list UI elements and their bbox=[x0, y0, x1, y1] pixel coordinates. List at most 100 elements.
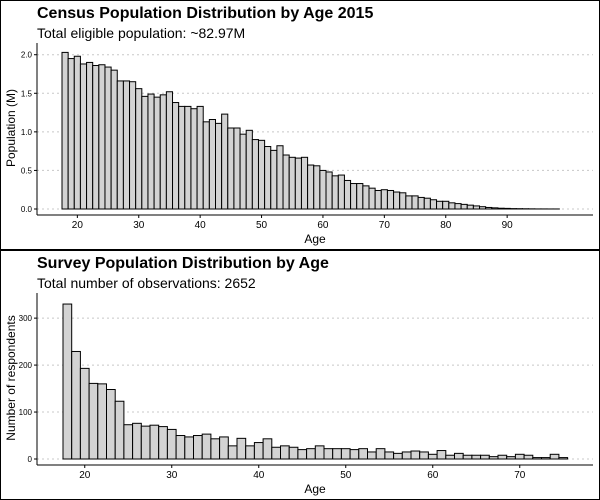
bar bbox=[149, 424, 160, 460]
x-tick-label: 20 bbox=[72, 220, 84, 231]
bar bbox=[491, 207, 499, 210]
bar bbox=[462, 454, 473, 460]
bar bbox=[184, 436, 195, 460]
bar bbox=[362, 185, 370, 210]
bar bbox=[190, 108, 198, 210]
bar bbox=[319, 169, 327, 210]
bar bbox=[506, 456, 516, 460]
x-tick-label: 70 bbox=[379, 220, 391, 231]
bar bbox=[132, 422, 142, 460]
bar bbox=[159, 94, 167, 210]
bar bbox=[73, 55, 81, 210]
bar bbox=[332, 448, 342, 460]
x-tick-label: 60 bbox=[317, 220, 329, 231]
bar bbox=[202, 121, 210, 210]
bar bbox=[282, 154, 290, 210]
bar bbox=[479, 206, 487, 210]
bar bbox=[86, 61, 94, 210]
bar bbox=[184, 105, 192, 210]
bar bbox=[488, 456, 499, 460]
bar bbox=[497, 207, 505, 210]
bar bbox=[401, 451, 412, 460]
bar bbox=[262, 438, 273, 460]
bar bbox=[71, 350, 81, 460]
bar bbox=[88, 382, 99, 460]
x-tick-label: 30 bbox=[166, 470, 178, 481]
x-tick-label: 20 bbox=[79, 470, 91, 481]
bar bbox=[399, 192, 407, 210]
bar bbox=[454, 452, 464, 460]
bar bbox=[436, 200, 444, 210]
y-tick-label: 0 bbox=[28, 455, 33, 464]
bar bbox=[116, 80, 124, 210]
bar bbox=[288, 156, 296, 210]
bar bbox=[313, 165, 321, 210]
bar bbox=[215, 122, 223, 210]
survey-bar-chart: 0 100 200 300 20 30 40 50 60 70 Age Number of respo… bbox=[4, 293, 593, 496]
bar bbox=[349, 449, 360, 460]
bar bbox=[166, 428, 177, 460]
bar bbox=[436, 450, 447, 460]
x-tick-label: 60 bbox=[427, 470, 439, 481]
y-tick-label: 0.0 bbox=[21, 205, 33, 214]
bar bbox=[460, 203, 468, 210]
bar bbox=[97, 383, 108, 460]
bar bbox=[61, 51, 69, 210]
bar bbox=[208, 119, 217, 210]
bar bbox=[257, 139, 266, 210]
bar bbox=[429, 199, 438, 210]
bar bbox=[466, 204, 474, 210]
y-tick-label: 100 bbox=[19, 408, 33, 417]
bar bbox=[251, 139, 259, 210]
y-tick-label: 1.0 bbox=[21, 128, 33, 137]
bar bbox=[236, 437, 247, 460]
x-axis-title: Age bbox=[304, 232, 326, 246]
bar bbox=[106, 389, 116, 460]
bar bbox=[410, 450, 421, 460]
bar bbox=[227, 127, 235, 210]
bar bbox=[306, 448, 316, 460]
bar bbox=[374, 189, 382, 210]
bar bbox=[393, 452, 403, 460]
bar bbox=[514, 453, 525, 460]
y-tick-label: 200 bbox=[19, 361, 33, 370]
bar bbox=[386, 189, 395, 210]
bar bbox=[417, 196, 425, 210]
y-tick-label: 2.0 bbox=[21, 51, 33, 60]
bar bbox=[264, 146, 272, 210]
bar bbox=[141, 95, 149, 210]
bar bbox=[62, 303, 73, 460]
bar bbox=[270, 149, 278, 210]
bar bbox=[325, 171, 333, 210]
y-tick-label: 300 bbox=[19, 314, 33, 323]
bar bbox=[280, 445, 290, 460]
bar bbox=[419, 451, 429, 460]
y-axis-title: Population (M) bbox=[4, 89, 18, 167]
census-bar-chart: 0.0 0.5 1.0 1.5 2.0 20 30 40 50 60 70 80 90 Age Popula… bbox=[4, 43, 593, 246]
bar bbox=[541, 457, 551, 460]
bar bbox=[300, 156, 309, 210]
bar bbox=[122, 80, 131, 210]
bar bbox=[307, 164, 315, 210]
bar bbox=[375, 448, 386, 460]
bar bbox=[276, 145, 284, 210]
bar bbox=[233, 127, 241, 210]
bar bbox=[367, 451, 377, 460]
bar bbox=[480, 454, 490, 460]
bar bbox=[380, 189, 388, 210]
bar bbox=[427, 453, 438, 460]
bar bbox=[158, 426, 168, 460]
bar bbox=[147, 93, 155, 210]
bar bbox=[343, 179, 352, 210]
bar bbox=[135, 88, 143, 210]
bar bbox=[227, 445, 238, 460]
bar bbox=[140, 425, 151, 460]
y-axis-title: Number of respondents bbox=[4, 315, 18, 440]
bar bbox=[358, 448, 368, 460]
bar bbox=[172, 102, 180, 210]
bar bbox=[219, 436, 229, 460]
bar bbox=[245, 129, 253, 210]
bar bbox=[165, 91, 174, 210]
bar bbox=[98, 64, 106, 210]
bar bbox=[79, 367, 90, 460]
